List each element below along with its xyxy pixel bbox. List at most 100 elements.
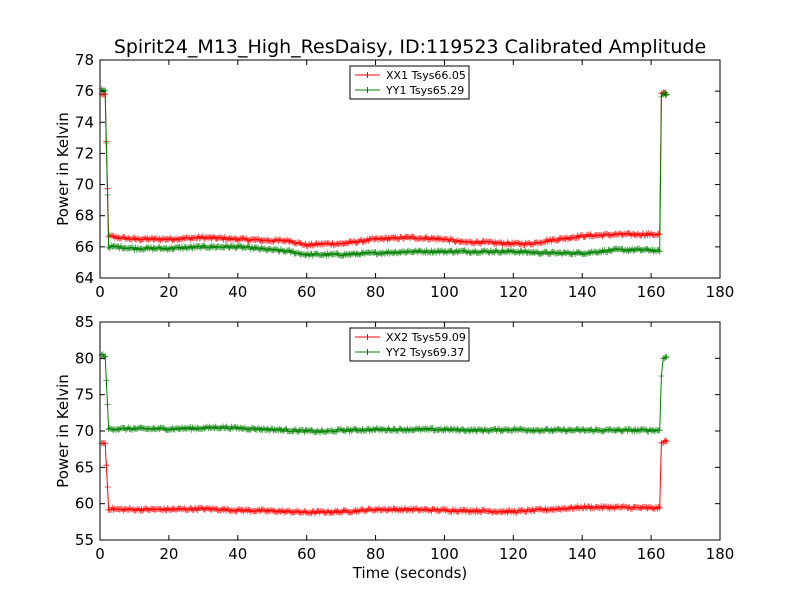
data-point <box>237 238 239 240</box>
data-point <box>202 246 204 248</box>
data-point <box>237 509 239 511</box>
data-point <box>340 254 342 256</box>
data-point <box>271 510 273 512</box>
plot-frame <box>99 59 721 279</box>
data-point <box>660 375 663 378</box>
data-point <box>108 246 110 248</box>
data-point <box>666 356 668 358</box>
x-tick-label: 20 <box>159 545 178 563</box>
data-point <box>375 428 377 431</box>
data-point <box>659 429 661 431</box>
data-point <box>478 241 480 243</box>
data-point <box>168 238 170 240</box>
x-tick-label: 80 <box>366 283 385 301</box>
data-point <box>616 249 618 251</box>
y-tick-label: 78 <box>75 51 94 69</box>
y-tick-label: 72 <box>75 144 94 162</box>
x-tick-label: 0 <box>95 545 105 563</box>
y-axis-label: Power in Kelvin <box>54 374 72 488</box>
y-tick-label: 70 <box>75 176 94 194</box>
x-tick-label: 100 <box>430 283 459 301</box>
legend: XX1 Tsys66.05 YY1 Tsys65.29 <box>349 65 470 100</box>
data-point <box>237 427 239 429</box>
series-xx1-line <box>98 89 670 250</box>
x-axis-label: Time (seconds) <box>352 564 468 582</box>
legend-marker <box>364 349 371 355</box>
data-point <box>323 431 325 433</box>
series-yy2-line <box>98 351 670 436</box>
data-point <box>662 357 664 359</box>
data-point <box>659 250 661 253</box>
x-tick-label: 120 <box>499 283 528 301</box>
data-point <box>101 354 103 356</box>
bottom-panel: 0 20 40 60 80 100 120 140 160 180 55 60 65 70 75 80 85 Po… <box>54 313 734 582</box>
data-point <box>116 246 118 248</box>
x-tick-label: 60 <box>297 283 316 301</box>
data-point <box>443 428 445 431</box>
y-tick-label: 74 <box>75 113 94 131</box>
data-point <box>271 428 273 431</box>
data-point <box>306 244 308 246</box>
data-point <box>133 247 135 249</box>
x-tick-label: 180 <box>706 283 735 301</box>
data-point <box>547 252 549 254</box>
data-point <box>237 246 239 248</box>
data-point <box>340 429 342 431</box>
data-point <box>581 235 583 237</box>
data-point <box>512 428 514 431</box>
y-tick-label: 64 <box>75 269 94 287</box>
data-point <box>616 233 618 235</box>
data-point <box>375 508 377 511</box>
y-tick-label: 70 <box>75 422 94 440</box>
data-point <box>168 508 170 511</box>
data-point <box>409 250 411 253</box>
data-point <box>666 440 668 442</box>
y-axis-label: Power in Kelvin <box>54 112 72 226</box>
data-point <box>409 508 411 511</box>
data-point <box>101 442 103 444</box>
data-point <box>202 236 204 239</box>
data-point <box>650 507 652 509</box>
data-point <box>512 250 514 253</box>
legend-marker <box>364 87 371 93</box>
data-point <box>108 508 110 510</box>
x-tick-label: 140 <box>568 283 597 301</box>
legend-entry: YY1 Tsys65.29 <box>385 84 464 97</box>
data-point <box>202 427 204 429</box>
x-tick-label: 160 <box>637 545 666 563</box>
data-point <box>650 429 652 431</box>
y-tick-label: 80 <box>75 349 94 367</box>
data-point <box>659 507 661 509</box>
y-tick-label: 75 <box>75 386 94 404</box>
data-point <box>650 233 652 235</box>
data-point <box>288 250 290 253</box>
data-point <box>271 249 273 251</box>
data-point <box>547 508 549 511</box>
data-point <box>443 509 445 511</box>
data-point <box>660 442 663 444</box>
data-point <box>581 429 583 431</box>
data-point <box>306 254 308 256</box>
series-yy1-line <box>98 85 670 259</box>
data-point <box>323 243 325 245</box>
data-point <box>116 508 118 511</box>
data-point <box>323 254 325 256</box>
data-point <box>220 426 222 428</box>
x-tick-label: 180 <box>706 545 735 563</box>
data-point <box>168 428 170 430</box>
legend-entry: XX2 Tsys59.09 <box>386 331 466 344</box>
legend-box <box>349 65 470 100</box>
data-point <box>666 93 668 95</box>
data-point <box>581 506 583 508</box>
x-tick-label: 40 <box>228 545 247 563</box>
x-tick-label: 120 <box>499 545 528 563</box>
legend-marker <box>364 334 371 340</box>
data-point <box>133 238 135 240</box>
data-point <box>168 247 170 249</box>
x-tick-label: 100 <box>430 545 459 563</box>
legend-box <box>349 327 470 362</box>
data-point <box>662 93 664 95</box>
data-point <box>116 236 118 239</box>
